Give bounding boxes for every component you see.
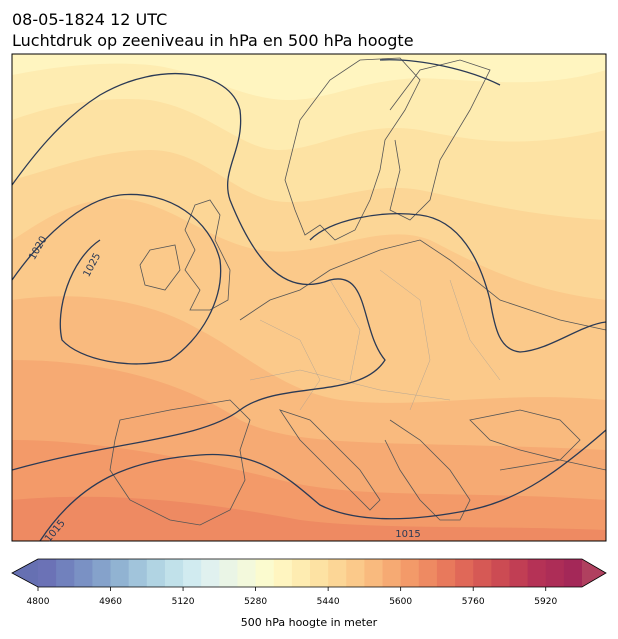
colorbar-cell	[346, 559, 365, 587]
colorbar-cell	[527, 559, 547, 587]
colorbar-cell	[364, 559, 383, 587]
colorbar-extend-under	[12, 559, 38, 587]
colorbar-cell	[201, 559, 220, 587]
colorbar-cell	[237, 559, 256, 587]
colorbar-cell	[491, 559, 510, 587]
colorbar-cell	[473, 559, 492, 587]
colorbar-cell	[92, 559, 111, 587]
title-description: Luchtdruk op zeeniveau in hPa en 500 hPa…	[12, 31, 414, 50]
colorbar-cell	[455, 559, 474, 587]
title-date: 08-05-1824 12 UTC	[12, 10, 167, 29]
colorbar-cell	[509, 559, 528, 587]
colorbar-cell	[146, 559, 166, 587]
colorbar-cell	[183, 559, 202, 587]
colorbar-cell	[328, 559, 347, 587]
height-band	[12, 496, 606, 541]
colorbar-cell	[436, 559, 456, 587]
colorbar-cell	[400, 559, 420, 587]
colorbar-cell	[418, 559, 438, 587]
map-area	[12, 54, 606, 541]
colorbar-tick-label: 5440	[317, 597, 340, 607]
colorbar-tick-label: 5280	[244, 597, 267, 607]
colorbar-cell	[563, 559, 583, 587]
colorbar-cell	[56, 559, 75, 587]
colorbar-cell	[219, 559, 238, 587]
colorbar-cell	[382, 559, 402, 587]
colorbar-tick-label: 4800	[27, 597, 50, 607]
colorbar-cell	[291, 559, 311, 587]
colorbar-cell	[310, 559, 329, 587]
colorbar-tick-label: 4960	[99, 597, 122, 607]
colorbar-cell	[38, 559, 57, 587]
colorbar-tick-label: 5600	[389, 597, 412, 607]
height-band	[12, 54, 606, 100]
coastlines	[109, 57, 606, 526]
colorbar-extend-over	[582, 559, 606, 587]
colorbar-label: 500 hPa hoogte in meter	[241, 616, 378, 629]
colorbar-cell	[273, 559, 293, 587]
colorbar-cell	[110, 559, 130, 587]
colorbar-cell	[164, 559, 184, 587]
colorbar-cell	[255, 559, 275, 587]
contour-label: 1015	[395, 529, 420, 540]
map-frame	[11, 53, 607, 542]
borders	[249, 269, 501, 411]
colorbar-tick-label: 5760	[462, 597, 485, 607]
colorbar-cell	[74, 559, 93, 587]
pressure-isobars	[12, 59, 606, 541]
colorbar-cell	[128, 559, 148, 587]
colorbar-tick-label: 5120	[172, 597, 195, 607]
colorbar-cell	[545, 559, 565, 587]
colorbar-outline	[11, 558, 607, 588]
colorbar-tick-label: 5920	[534, 597, 557, 607]
